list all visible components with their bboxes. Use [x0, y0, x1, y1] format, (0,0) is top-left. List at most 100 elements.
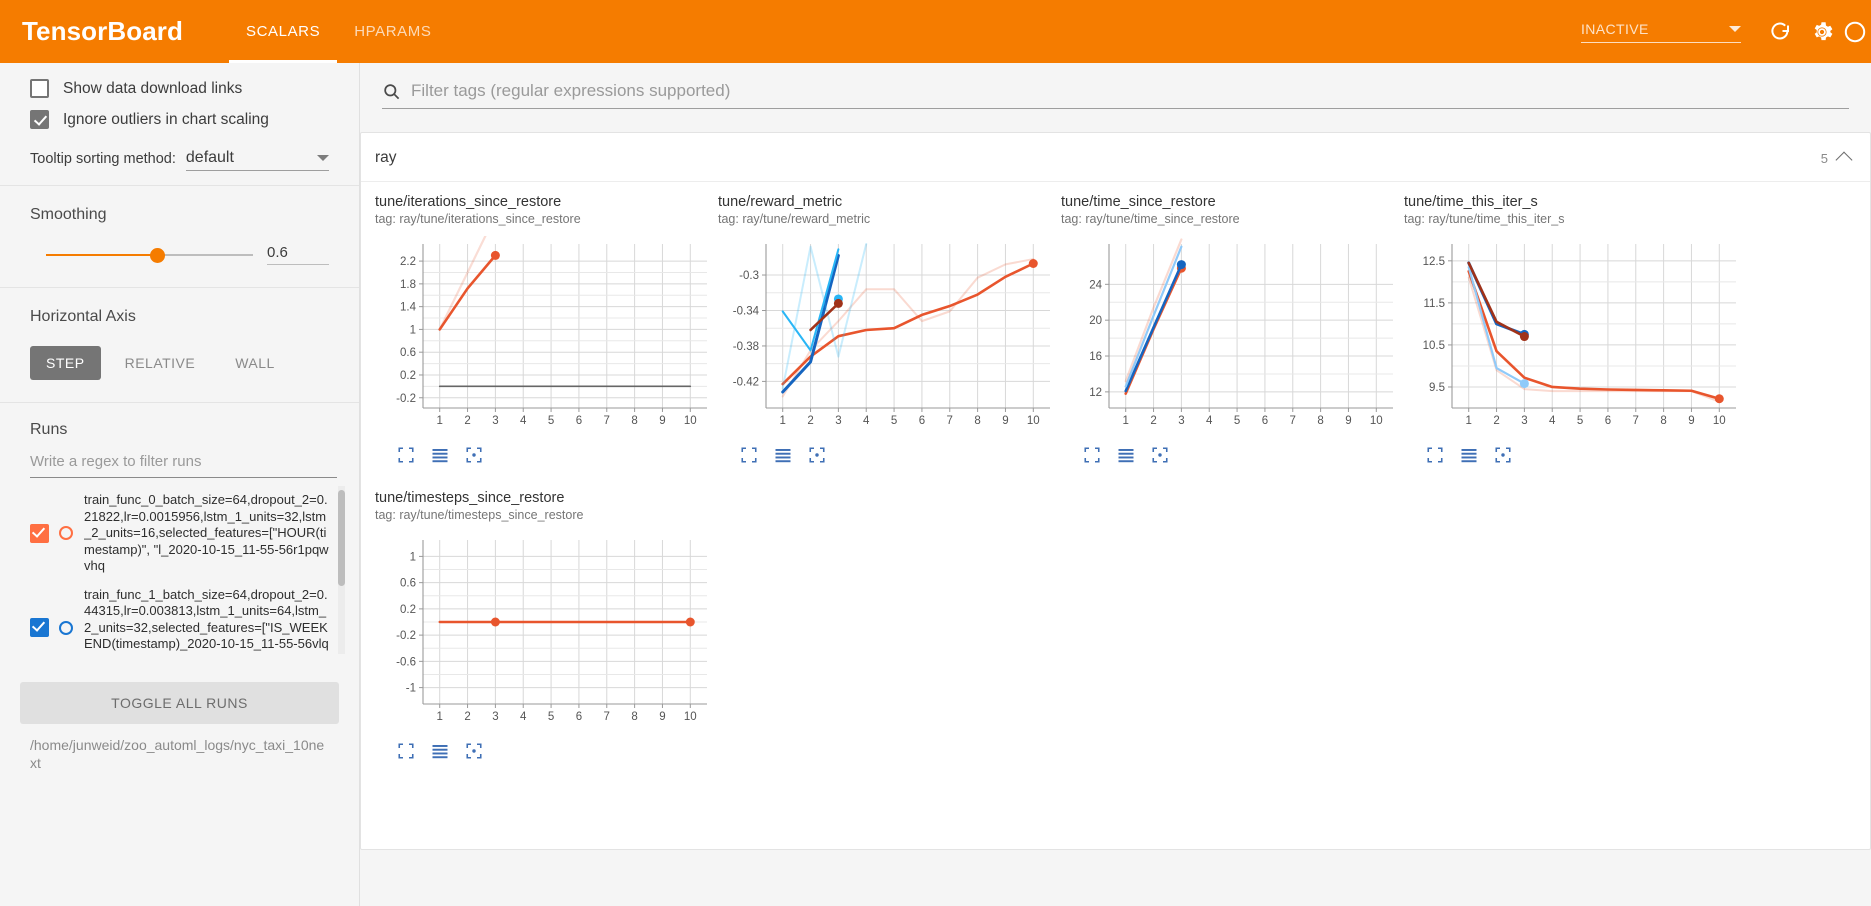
runs-label: Runs: [30, 421, 68, 438]
svg-text:0.6: 0.6: [400, 578, 416, 590]
list-item[interactable]: train_func_1_batch_size=64,dropout_2=0.4…: [30, 581, 333, 654]
data-series-icon[interactable]: [423, 442, 457, 468]
chart-title: tune/timesteps_since_restore: [375, 490, 565, 506]
show-download-links-row[interactable]: Show data download links: [30, 79, 329, 98]
svg-text:3: 3: [492, 711, 498, 723]
tooltip-sorting-row: Tooltip sorting method: default: [30, 149, 329, 171]
data-series-icon[interactable]: [1109, 442, 1143, 468]
axis-button-step[interactable]: STEP: [30, 346, 101, 380]
header-actions: INACTIVE: [1581, 0, 1871, 63]
svg-text:1: 1: [410, 324, 416, 336]
chart-toolbar: [1061, 442, 1404, 468]
reset-zoom-icon[interactable]: [800, 442, 834, 468]
svg-text:7: 7: [1633, 415, 1639, 427]
runs-section: Runs Write a regex to filter runs train_…: [0, 403, 359, 668]
app-brand: TensorBoard: [22, 16, 183, 46]
axis-button-wall[interactable]: WALL: [235, 355, 275, 371]
chart-toolbar: [1404, 442, 1747, 468]
smoothing-value[interactable]: 0.6: [267, 244, 329, 265]
svg-text:5: 5: [1234, 415, 1240, 427]
expand-icon: [398, 447, 414, 463]
runs-list[interactable]: train_func_0_batch_size=64,dropout_2=0.2…: [30, 486, 345, 654]
expand-icon: [398, 743, 414, 759]
expand-icon[interactable]: [389, 738, 423, 764]
gear-icon[interactable]: [1801, 0, 1843, 63]
run-status-dropdown[interactable]: INACTIVE: [1581, 21, 1741, 43]
slider-knob[interactable]: [150, 247, 165, 263]
chart-card: tune/reward_metric tag: ray/tune/reward_m…: [718, 194, 1061, 468]
chart-toolbar: [375, 738, 718, 764]
reset-zoom-icon: [809, 447, 825, 463]
data-series-icon[interactable]: [1452, 442, 1486, 468]
chart-plot[interactable]: 2.2 1.8 1.4 1 0.6 0.2 -0.2 1 2 3 4 5 6 7 8 9 10: [375, 236, 715, 436]
svg-text:20: 20: [1089, 315, 1102, 327]
list-item[interactable]: train_func_0_batch_size=64,dropout_2=0.2…: [30, 486, 333, 581]
tag-filter-placeholder: Filter tags (regular expressions support…: [411, 81, 731, 100]
smoothing-slider[interactable]: [30, 246, 253, 264]
expand-icon[interactable]: [389, 442, 423, 468]
runs-filter-input[interactable]: Write a regex to filter runs: [30, 453, 337, 478]
expand-icon[interactable]: [1418, 442, 1452, 468]
chart-tag: tag: ray/tune/timesteps_since_restore: [375, 508, 584, 522]
reset-zoom-icon[interactable]: [457, 738, 491, 764]
run-checkbox-1[interactable]: [30, 618, 49, 638]
help-icon[interactable]: [1843, 0, 1867, 63]
svg-text:12: 12: [1089, 387, 1102, 399]
svg-text:-1: -1: [406, 683, 416, 695]
chevron-up-icon[interactable]: [1835, 151, 1853, 169]
data-series-icon[interactable]: [423, 738, 457, 764]
expand-icon[interactable]: [1075, 442, 1109, 468]
show-download-links-checkbox[interactable]: [30, 79, 49, 98]
svg-text:1: 1: [437, 711, 443, 723]
chart-plot[interactable]: 12.5 11.5 10.5 9.5 1 2 3 4 5 6 7 8 9 10: [1404, 236, 1744, 436]
reset-zoom-icon[interactable]: [1486, 442, 1520, 468]
toggle-all-runs-button[interactable]: TOGGLE ALL RUNS: [20, 682, 339, 724]
tooltip-sorting-select[interactable]: default: [185, 149, 329, 171]
svg-text:10.5: 10.5: [1423, 340, 1445, 352]
chart-plot[interactable]: 1 0.6 0.2 -0.2 -0.6 -1 1 2 3 4 5 6 7 8 9 10: [375, 532, 715, 732]
runs-scrollbar-thumb[interactable]: [338, 490, 345, 586]
svg-text:0.2: 0.2: [400, 370, 416, 382]
svg-text:-0.42: -0.42: [733, 376, 759, 388]
reset-zoom-icon[interactable]: [1143, 442, 1177, 468]
tag-group-ray: ray 5 tune/iterations_since_restore tag: …: [360, 132, 1871, 850]
tooltip-sorting-value: default: [185, 149, 234, 166]
svg-text:-0.2: -0.2: [396, 630, 416, 642]
tag-filter-input[interactable]: Filter tags (regular expressions support…: [382, 81, 1849, 109]
data-series-icon: [1118, 449, 1134, 463]
tag-group-header[interactable]: ray 5: [361, 133, 1870, 182]
chart-plot[interactable]: -0.3 -0.34 -0.38 -0.42 1 2 3 4 5 6 7 8 9 10: [718, 236, 1058, 436]
svg-text:-0.2: -0.2: [396, 393, 416, 405]
data-series-icon[interactable]: [766, 442, 800, 468]
reset-zoom-icon: [1495, 447, 1511, 463]
svg-text:8: 8: [974, 415, 980, 427]
svg-text:12.5: 12.5: [1423, 256, 1445, 268]
svg-text:16: 16: [1089, 351, 1102, 363]
chevron-down-icon: [317, 155, 329, 161]
svg-text:2: 2: [1493, 415, 1499, 427]
run-checkbox-0[interactable]: [30, 523, 49, 543]
ignore-outliers-row[interactable]: Ignore outliers in chart scaling: [30, 110, 329, 129]
chart-toolbar: [375, 442, 718, 468]
axis-button-relative[interactable]: RELATIVE: [124, 355, 196, 371]
settings-sidebar: Show data download links Ignore outliers…: [0, 63, 360, 906]
ignore-outliers-checkbox[interactable]: [30, 110, 49, 129]
tab-scalars[interactable]: SCALARS: [228, 0, 338, 63]
refresh-icon[interactable]: [1759, 0, 1801, 63]
tab-hparams[interactable]: HPARAMS: [354, 23, 432, 40]
svg-text:6: 6: [919, 415, 925, 427]
horizontal-axis-label: Horizontal Axis: [30, 308, 136, 325]
main-tabs: SCALARS HPARAMS: [228, 0, 449, 63]
main-content: Filter tags (regular expressions support…: [360, 63, 1871, 906]
svg-text:9: 9: [1002, 415, 1008, 427]
svg-text:5: 5: [548, 415, 554, 427]
svg-text:3: 3: [492, 415, 498, 427]
svg-text:9: 9: [659, 415, 665, 427]
reset-zoom-icon[interactable]: [457, 442, 491, 468]
svg-text:2: 2: [464, 415, 470, 427]
svg-text:-0.6: -0.6: [396, 656, 416, 668]
expand-icon[interactable]: [732, 442, 766, 468]
svg-text:3: 3: [1178, 415, 1184, 427]
svg-text:6: 6: [576, 415, 582, 427]
